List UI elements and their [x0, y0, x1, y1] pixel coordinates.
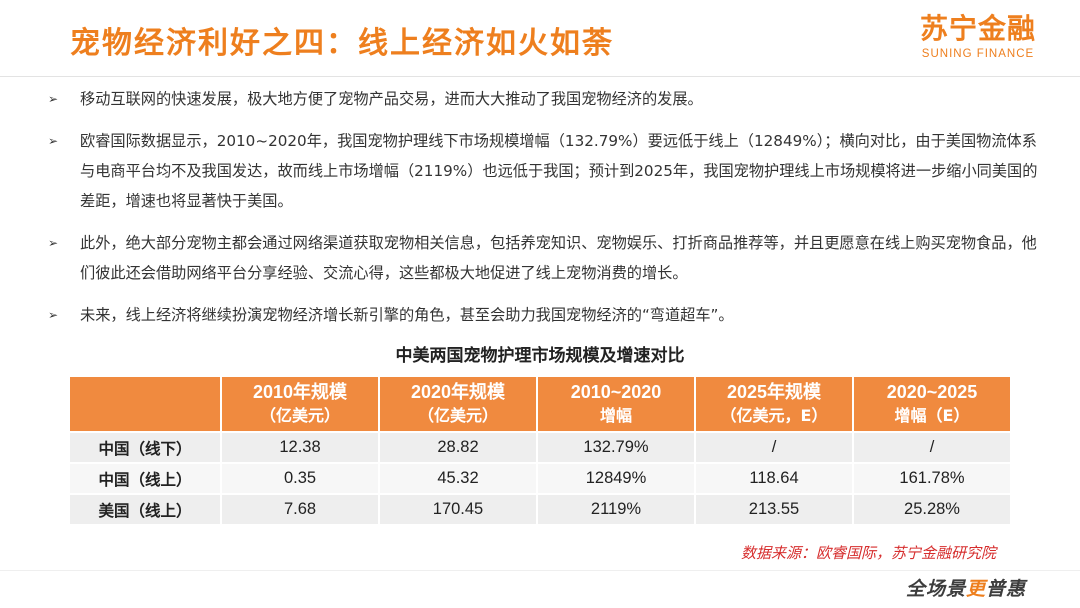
- header-line2: （亿美元）: [259, 406, 340, 425]
- table-cell: 28.82: [380, 433, 536, 462]
- header-line2: （亿美元，E）: [720, 406, 828, 425]
- header-cell: 2025年规模 （亿美元，E）: [696, 377, 852, 431]
- slogan-accent: 更: [965, 578, 986, 600]
- table-cell: 118.64: [696, 464, 852, 493]
- row-label: 美国（线上）: [70, 495, 220, 524]
- arrow-bullet-icon: ➢: [48, 92, 59, 106]
- table-cell: 0.35: [222, 464, 378, 493]
- arrow-bullet-icon: ➢: [48, 134, 59, 148]
- header-line2: 增幅: [599, 406, 632, 425]
- data-source-note: 数据来源：欧睿国际，苏宁金融研究院: [740, 544, 996, 562]
- bullet-text: 移动互联网的快速发展，极大地方便了宠物产品交易，进而大大推动了我国宠物经济的发展…: [80, 90, 703, 108]
- header-line2: 增幅（E）: [894, 406, 970, 425]
- arrow-bullet-icon: ➢: [48, 236, 59, 250]
- table-cell: 2119%: [538, 495, 694, 524]
- table-cell: /: [696, 433, 852, 462]
- page-title: 宠物经济利好之四：线上经济如火如荼: [70, 26, 614, 61]
- header-line1: 2020年规模: [410, 382, 506, 402]
- brand-subname: SUNING FINANCE: [921, 48, 1035, 60]
- table-cell: 12.38: [222, 433, 378, 462]
- market-comparison-table: 2010年规模 （亿美元） 2020年规模 （亿美元） 2010~2020 增幅…: [68, 375, 1012, 526]
- header-line1: 2010~2020: [570, 382, 662, 402]
- bullet-item: ➢ 移动互联网的快速发展，极大地方便了宠物产品交易，进而大大推动了我国宠物经济的…: [48, 84, 1038, 114]
- bullet-item: ➢ 未来，线上经济将继续扮演宠物经济增长新引擎的角色，甚至会助力我国宠物经济的“…: [48, 300, 1038, 330]
- table-cell: 132.79%: [538, 433, 694, 462]
- row-label: 中国（线上）: [70, 464, 220, 493]
- bullet-item: ➢ 欧睿国际数据显示，2010~2020年，我国宠物护理线下市场规模增幅（132…: [48, 126, 1038, 216]
- header-cell: 2020~2025 增幅（E）: [854, 377, 1010, 431]
- header-line1: 2025年规模: [726, 382, 822, 402]
- header-cell: 2010~2020 增幅: [538, 377, 694, 431]
- header-cell: 2020年规模 （亿美元）: [380, 377, 536, 431]
- slogan-logo: 全场景更普惠: [906, 574, 1026, 601]
- table-row: 中国（线下） 12.38 28.82 132.79% / /: [70, 433, 1010, 462]
- header-line1: 2010年规模: [252, 382, 348, 402]
- bullet-text: 未来，线上经济将继续扮演宠物经济增长新引擎的角色，甚至会助力我国宠物经济的“弯道…: [80, 306, 734, 324]
- table-cell: /: [854, 433, 1010, 462]
- bullet-text: 此外，绝大部分宠物主都会通过网络渠道获取宠物相关信息，包括养宠知识、宠物娱乐、打…: [80, 234, 1037, 282]
- table-cell: 161.78%: [854, 464, 1010, 493]
- table-row: 中国（线上） 0.35 45.32 12849% 118.64 161.78%: [70, 464, 1010, 493]
- header-line2: （亿美元）: [417, 406, 498, 425]
- table-cell: 12849%: [538, 464, 694, 493]
- bullet-list: ➢ 移动互联网的快速发展，极大地方便了宠物产品交易，进而大大推动了我国宠物经济的…: [48, 84, 1038, 330]
- header-line1: 2020~2025: [886, 382, 978, 402]
- slogan-part: 全场景: [905, 578, 966, 600]
- slogan-part: 普惠: [985, 578, 1026, 600]
- table-cell: 25.28%: [854, 495, 1010, 524]
- bullet-text: 欧睿国际数据显示，2010~2020年，我国宠物护理线下市场规模增幅（132.7…: [80, 132, 1038, 210]
- header-divider: [0, 76, 1080, 77]
- table-cell: 213.55: [696, 495, 852, 524]
- table-cell: 7.68: [222, 495, 378, 524]
- arrow-bullet-icon: ➢: [48, 308, 59, 322]
- bullet-item: ➢ 此外，绝大部分宠物主都会通过网络渠道获取宠物相关信息，包括养宠知识、宠物娱乐…: [48, 228, 1038, 288]
- table-cell: 170.45: [380, 495, 536, 524]
- table-cell: 45.32: [380, 464, 536, 493]
- brand-name: 苏宁金融: [919, 12, 1036, 45]
- table-header-row: 2010年规模 （亿美元） 2020年规模 （亿美元） 2010~2020 增幅…: [70, 377, 1010, 431]
- table-title: 中美两国宠物护理市场规模及增速对比: [395, 346, 685, 366]
- brand-logo: 苏宁金融 SUNING FINANCE: [914, 12, 1042, 60]
- header-corner: [70, 377, 220, 431]
- row-label: 中国（线下）: [70, 433, 220, 462]
- table-row: 美国（线上） 7.68 170.45 2119% 213.55 25.28%: [70, 495, 1010, 524]
- footer-divider: [0, 570, 1080, 571]
- header-cell: 2010年规模 （亿美元）: [222, 377, 378, 431]
